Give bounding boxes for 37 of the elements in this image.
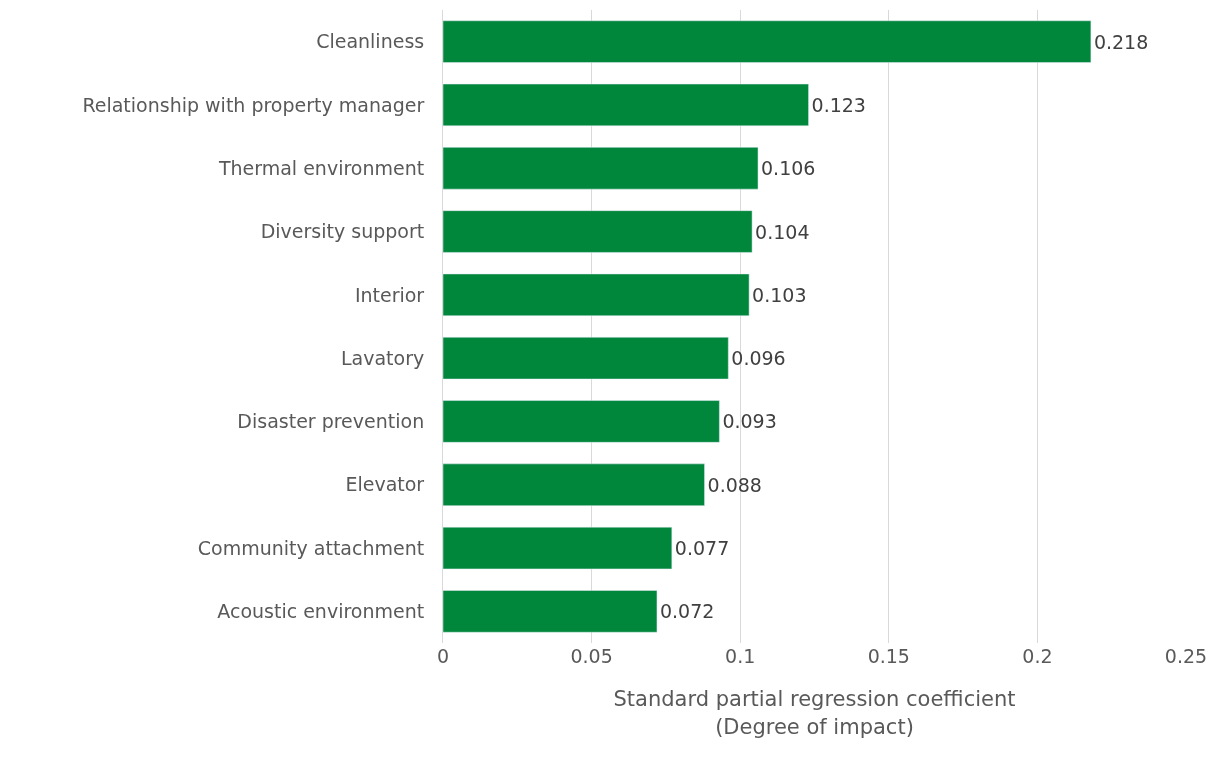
- y-tick-label: Cleanliness: [316, 30, 425, 53]
- bar: [443, 400, 720, 443]
- data-label: 0.093: [722, 410, 777, 433]
- bar: [443, 20, 1092, 63]
- y-tick-label: Thermal environment: [217, 156, 425, 179]
- data-label: 0.077: [674, 537, 730, 560]
- bar: [443, 83, 809, 127]
- x-tick-label: 0.15: [867, 645, 910, 667]
- data-label: 0.104: [755, 220, 810, 243]
- x-tick-label: 0.2: [1022, 645, 1053, 667]
- bar: [443, 273, 750, 316]
- bar: [443, 526, 673, 570]
- bar: [443, 337, 729, 380]
- y-tick-label: Interior: [354, 283, 425, 306]
- bar: [443, 590, 658, 633]
- data-label: 0.088: [707, 473, 762, 496]
- data-label: 0.106: [761, 157, 816, 180]
- x-tick-label: 0.25: [1164, 645, 1208, 667]
- data-label: 0.096: [731, 347, 786, 370]
- bar: [443, 463, 705, 506]
- x-tick-label: 0.1: [725, 645, 756, 667]
- y-tick-label: Disaster prevention: [237, 410, 425, 433]
- data-label: 0.123: [811, 93, 866, 116]
- bar: [443, 210, 753, 253]
- data-label: 0.072: [659, 600, 715, 623]
- data-label: 0.218: [1093, 30, 1149, 53]
- bar: [443, 147, 759, 190]
- y-tick-label: Acoustic environment: [217, 600, 425, 622]
- y-tick-label: Diversity support: [260, 220, 425, 243]
- y-tick-label: Relationship with property manager: [82, 93, 425, 116]
- x-axis-title: Standard partial regression coefficient (Degree of impact): [613, 687, 1016, 739]
- x-tick-label: 0.05: [570, 645, 613, 667]
- x-tick-label: 0: [436, 645, 450, 667]
- y-tick-label: Elevator: [345, 473, 425, 496]
- y-tick-label: Lavatory: [340, 346, 425, 369]
- y-tick-label: Community attachment: [197, 536, 425, 559]
- data-label: 0.103: [752, 283, 807, 306]
